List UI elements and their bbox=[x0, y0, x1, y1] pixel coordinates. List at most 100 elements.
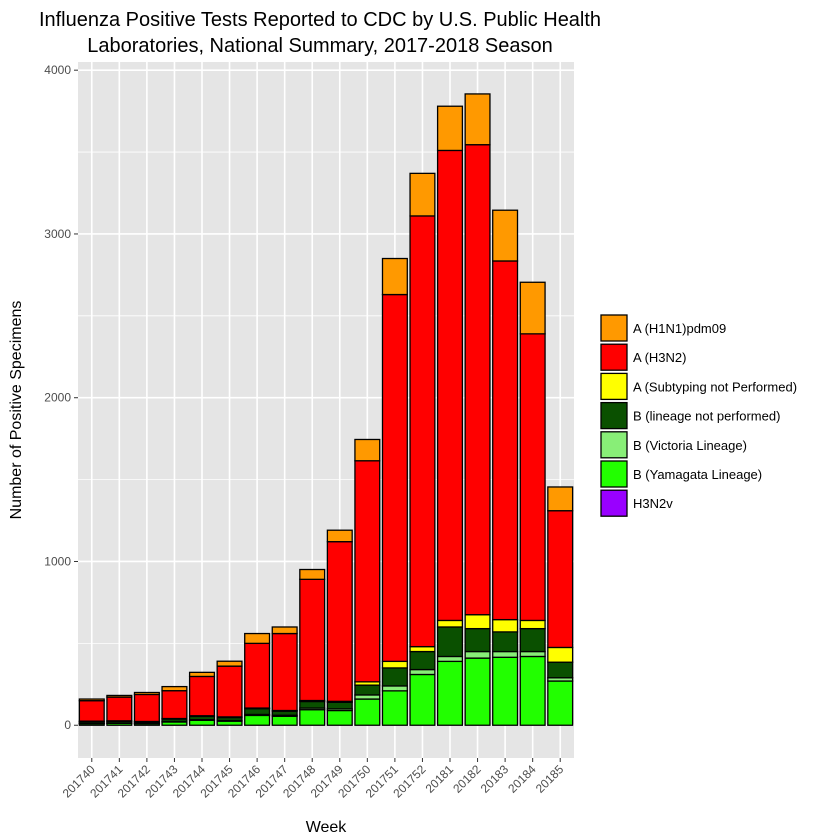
bar-segment bbox=[354, 698, 381, 726]
bar-segment bbox=[299, 709, 326, 726]
bar-segment bbox=[519, 619, 546, 630]
bar-segment bbox=[519, 655, 546, 726]
bar-segment bbox=[133, 693, 160, 723]
bar-segment bbox=[161, 685, 188, 692]
x-axis-ticks: 2017402017412017422017432017442017452017… bbox=[60, 758, 567, 800]
legend-label: B (Yamagata Lineage) bbox=[633, 467, 762, 482]
bar-segment bbox=[133, 691, 160, 696]
bar-segment bbox=[436, 626, 464, 658]
bar-segment bbox=[519, 627, 546, 653]
bar-segment bbox=[78, 700, 105, 722]
bar-segment bbox=[381, 685, 408, 692]
bar-segment bbox=[381, 690, 408, 726]
bar-segment bbox=[547, 510, 574, 649]
y-tick-label: 2000 bbox=[44, 391, 71, 405]
bar-segment bbox=[244, 714, 271, 726]
bar-segment bbox=[409, 673, 436, 726]
bar-segment bbox=[188, 675, 216, 717]
bar-segment bbox=[492, 260, 519, 621]
legend-label: A (H1N1)pdm09 bbox=[633, 321, 726, 336]
bar-segment bbox=[354, 438, 381, 462]
bar-segment bbox=[216, 660, 243, 667]
legend-key bbox=[600, 343, 628, 371]
legend-label: B (lineage not performed) bbox=[633, 409, 780, 424]
bar-segment bbox=[464, 657, 491, 726]
bar-segment bbox=[547, 486, 574, 512]
bar-segment bbox=[519, 650, 546, 658]
bar-segment bbox=[106, 696, 133, 722]
x-tick-label: 20185 bbox=[533, 762, 567, 796]
legend-key bbox=[600, 460, 628, 488]
bars bbox=[78, 93, 574, 726]
legend: A (H1N1)pdm09 A (H3N2) A (Subtyping not Pe… bbox=[600, 314, 797, 517]
bar-segment bbox=[436, 655, 464, 663]
bar-segment bbox=[464, 93, 491, 146]
bar-segment bbox=[436, 660, 464, 726]
chart-title-line-2: Laboratories, National Summary, 2017-201… bbox=[87, 35, 552, 57]
bar-segment bbox=[188, 719, 216, 726]
bar-segment bbox=[244, 708, 271, 716]
y-axis-title: Number of Positive Specimens bbox=[8, 301, 25, 520]
x-tick-label: 20184 bbox=[505, 762, 539, 796]
bar-segment bbox=[354, 460, 381, 683]
bar-segment bbox=[271, 632, 298, 712]
x-axis-title: Week bbox=[306, 819, 348, 836]
bar-segment bbox=[547, 661, 574, 679]
bar-segment bbox=[326, 701, 353, 710]
y-tick-label: 4000 bbox=[44, 63, 71, 77]
bar-segment bbox=[409, 645, 436, 653]
bar-segment bbox=[464, 144, 491, 616]
bar-segment bbox=[271, 715, 298, 726]
bar-segment bbox=[354, 684, 381, 696]
bar-segment bbox=[299, 578, 326, 702]
bar-segment bbox=[381, 660, 408, 669]
x-tick-label: 20183 bbox=[478, 762, 512, 796]
legend-key bbox=[600, 401, 628, 430]
bar-segment bbox=[244, 642, 271, 709]
plot-panel bbox=[78, 62, 574, 758]
bar-segment bbox=[519, 281, 546, 335]
bar-segment bbox=[492, 631, 519, 653]
bar-segment bbox=[409, 215, 436, 648]
legend-key bbox=[600, 314, 628, 342]
bar-segment bbox=[492, 618, 519, 633]
bar-segment bbox=[436, 149, 464, 622]
bar-segment bbox=[492, 656, 519, 726]
legend-key bbox=[600, 489, 628, 517]
bar-segment bbox=[409, 650, 436, 671]
bar-segment bbox=[244, 632, 271, 645]
bar-segment bbox=[271, 626, 298, 635]
bar-segment bbox=[409, 668, 436, 676]
y-tick-label: 0 bbox=[64, 718, 71, 732]
bar-segment bbox=[409, 172, 436, 217]
legend-label: A (H3N2) bbox=[633, 350, 686, 365]
legend-key bbox=[600, 372, 628, 401]
bar-segment bbox=[188, 671, 216, 678]
bar-segment bbox=[519, 333, 546, 622]
bar-segment bbox=[216, 665, 243, 718]
bar-segment bbox=[326, 529, 353, 543]
legend-label: H3N2v bbox=[633, 496, 673, 511]
y-tick-label: 1000 bbox=[44, 554, 71, 568]
bar-segment bbox=[547, 646, 574, 663]
legend-label: A (Subtyping not Performed) bbox=[633, 379, 797, 394]
bar-segment bbox=[381, 667, 408, 687]
x-tick-label: 20182 bbox=[450, 762, 484, 796]
bar-segment bbox=[381, 293, 408, 663]
legend-key bbox=[600, 431, 628, 459]
bar-segment bbox=[299, 700, 326, 709]
y-tick-label: 3000 bbox=[44, 227, 71, 241]
bar-segment bbox=[492, 209, 519, 262]
bar-segment bbox=[436, 105, 464, 152]
bar-segment bbox=[106, 694, 133, 698]
bar-segment bbox=[464, 627, 491, 653]
bar-segment bbox=[299, 568, 326, 580]
bar-segment bbox=[436, 619, 464, 628]
bar-segment bbox=[161, 690, 188, 720]
chart-title-line-1: Influenza Positive Tests Reported to CDC… bbox=[39, 9, 601, 31]
bar-segment bbox=[326, 709, 353, 726]
legend-label: B (Victoria Lineage) bbox=[633, 438, 747, 453]
bar-segment bbox=[326, 541, 353, 702]
bar-segment bbox=[381, 257, 408, 296]
